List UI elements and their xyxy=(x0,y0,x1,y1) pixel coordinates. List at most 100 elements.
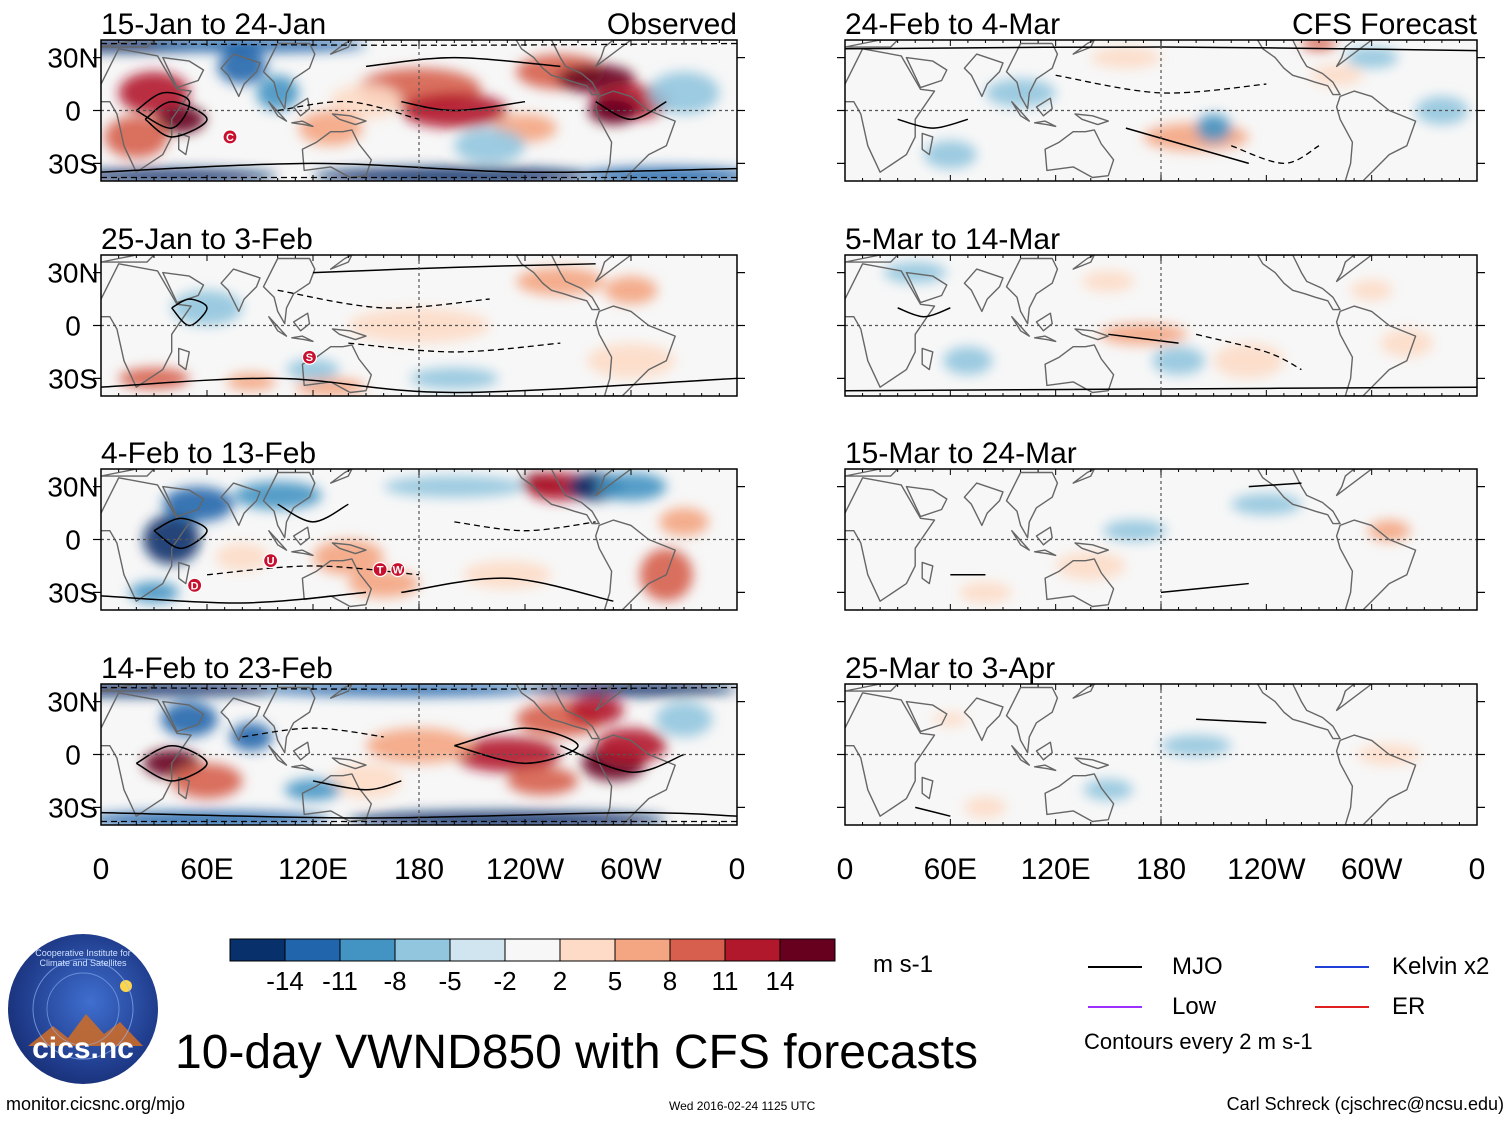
coastline xyxy=(1256,469,1341,525)
coastline xyxy=(220,697,261,742)
contour-negative xyxy=(1231,145,1320,165)
coastline xyxy=(291,549,314,557)
contour-negative xyxy=(277,100,420,120)
contour-positive xyxy=(915,806,951,817)
contour-positive xyxy=(560,744,685,773)
coastline xyxy=(262,257,316,325)
anomaly-region xyxy=(1231,493,1302,515)
anomaly-region xyxy=(298,110,363,146)
storm-marker-label: S xyxy=(306,352,313,364)
x-tick-label: 0 xyxy=(1469,853,1486,886)
x-tick-label: 60W xyxy=(1341,853,1403,886)
y-tick-label: 30N xyxy=(47,258,98,289)
anomaly-region xyxy=(1099,323,1188,345)
map-panel-7: 15-Mar to 24-Mar xyxy=(837,437,1485,611)
coastline xyxy=(1044,129,1115,179)
contour-positive xyxy=(312,780,402,791)
anomaly-region xyxy=(604,276,658,305)
contour-positive xyxy=(1160,582,1249,594)
anomaly-region xyxy=(256,75,299,111)
anomaly-region xyxy=(226,373,276,391)
map-panel-2: S 30N 0 30S 25-Jan to 3-Feb xyxy=(47,223,745,397)
storm-marker xyxy=(372,561,388,578)
coastline xyxy=(921,776,934,800)
y-tick-label: 30S xyxy=(48,577,98,608)
map-field xyxy=(101,40,737,181)
contour-negative xyxy=(1055,74,1267,94)
anomaly-region xyxy=(659,507,709,536)
anomaly-region xyxy=(1161,735,1232,757)
coastline xyxy=(963,53,1004,98)
contour-positive xyxy=(365,56,561,68)
anomaly-shading xyxy=(924,40,1469,169)
anomaly-region xyxy=(155,105,206,134)
coastline xyxy=(1044,558,1115,608)
legend-label-low: Low xyxy=(1172,993,1217,1020)
coastline xyxy=(921,347,934,371)
map-panels: C 30N 0 30S 15-Jan to 24-Jan Observed S 30N 0 30S… xyxy=(47,8,1486,886)
cics-logo: Cooperative Institute for Climate and Sa… xyxy=(8,934,158,1084)
coastline xyxy=(177,561,191,585)
legend-label-er: ER xyxy=(1392,993,1426,1020)
coastline xyxy=(595,305,676,396)
colorbar-tick-label: -8 xyxy=(383,966,406,996)
footer-author: Carl Schreck (cjschrec@ncsu.edu) xyxy=(1226,1094,1504,1114)
coastline xyxy=(963,482,1004,527)
coastline xyxy=(845,692,936,817)
storm-marker xyxy=(301,349,318,365)
y-tick-label: 30N xyxy=(47,43,98,74)
coastline xyxy=(1005,42,1059,110)
x-tick-label: 120W xyxy=(486,853,565,886)
legend-label-kelvin: Kelvin x2 xyxy=(1392,953,1490,980)
x-tick-label: 180 xyxy=(1136,853,1186,886)
logo-ring-text: Cooperative Institute for Climate and Sa… xyxy=(35,948,131,968)
coastline xyxy=(1044,344,1115,394)
coastline xyxy=(1335,90,1417,181)
map-field xyxy=(101,469,737,610)
coastline xyxy=(595,734,676,825)
coastlines xyxy=(101,469,676,610)
colorbar-swatch xyxy=(724,938,781,962)
anomaly-region xyxy=(655,701,713,737)
coastline xyxy=(1074,328,1109,341)
storm-marker xyxy=(390,561,406,578)
mjo-contours xyxy=(915,718,1267,817)
contour-negative xyxy=(242,727,384,738)
map-panel-8: 25-Mar to 3-Apr 0 60E 120E 180 120W 60W 0 xyxy=(837,652,1486,886)
anomaly-region xyxy=(1380,329,1434,358)
colorbar-swatch xyxy=(559,938,616,962)
coastline xyxy=(101,48,192,173)
colorbar-swatch xyxy=(229,938,286,962)
contour-positive xyxy=(101,377,737,394)
contour-negative xyxy=(454,521,596,532)
coastline xyxy=(905,271,948,304)
anomaly-region xyxy=(118,71,190,115)
colorbar: -14 -11 -8 -5 -2 2 5 8 11 14 xyxy=(229,938,836,996)
contour-negative xyxy=(206,565,420,576)
column-label: CFS Forecast xyxy=(1292,8,1478,41)
colorbar-tick-label: 14 xyxy=(766,966,795,996)
anomaly-region xyxy=(286,358,340,381)
coastline xyxy=(963,697,1004,742)
storm-marker xyxy=(187,577,203,593)
x-tick-label: 60E xyxy=(924,853,977,886)
storm-marker-label: W xyxy=(393,564,404,576)
coastline xyxy=(329,469,353,484)
colorbar-tick-label: 2 xyxy=(553,966,567,996)
map-field xyxy=(845,40,1477,181)
coastline xyxy=(301,129,372,179)
colorbar-tick-label: -11 xyxy=(322,966,358,996)
coastline xyxy=(220,268,261,313)
map-field xyxy=(101,255,737,396)
coastline xyxy=(101,40,155,48)
anomaly-region xyxy=(284,779,342,801)
coastline xyxy=(595,469,632,497)
coastline xyxy=(220,482,261,527)
coastline xyxy=(845,255,899,263)
contour-positive xyxy=(312,263,596,274)
coastline xyxy=(101,469,155,477)
coastline xyxy=(292,526,311,546)
coastline xyxy=(1074,542,1109,555)
anomaly-region xyxy=(215,543,269,572)
anomaly-region xyxy=(162,486,234,522)
